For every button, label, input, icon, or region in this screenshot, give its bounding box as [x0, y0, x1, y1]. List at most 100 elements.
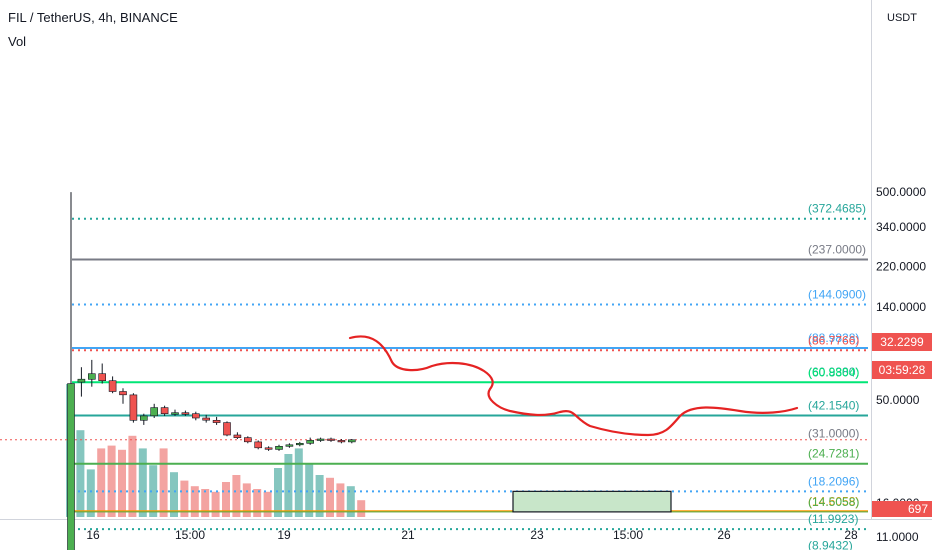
level-label: (14.5058) — [808, 495, 859, 509]
candle — [171, 409, 179, 416]
countdown-tag: 03:59:28 — [872, 361, 932, 379]
candle-body — [347, 439, 356, 443]
candle — [295, 441, 304, 447]
candle — [285, 443, 294, 448]
candle-body — [181, 412, 190, 415]
volume-bars — [66, 384, 366, 517]
candle — [202, 414, 210, 423]
volume-bar — [190, 486, 199, 517]
candle — [264, 446, 273, 451]
level-label: (60.8804) — [808, 365, 859, 379]
candle-body — [88, 373, 96, 380]
level-label: (237.0000) — [808, 243, 866, 257]
time-tick-label: 15:00 — [175, 528, 205, 542]
candle — [192, 411, 200, 421]
level-label: (31.0000) — [808, 426, 859, 440]
volume-bar — [305, 463, 314, 517]
price-tick-label: 140.0000 — [876, 300, 926, 314]
volume-bar — [242, 483, 251, 517]
candle-body — [171, 412, 179, 415]
candle-body — [223, 422, 231, 436]
currency-label[interactable]: USDT — [887, 12, 917, 24]
candle-body — [212, 419, 221, 423]
candle — [233, 432, 242, 439]
projection-path[interactable] — [348, 335, 799, 437]
horizontal-levels[interactable] — [0, 217, 868, 550]
level-label: (24.7281) — [808, 447, 859, 461]
volume-bar — [315, 475, 324, 517]
volume-bar — [336, 483, 345, 517]
candle — [212, 416, 221, 425]
volume-indicator-label[interactable]: Vol — [8, 34, 27, 49]
level-label: (88.9828) — [808, 331, 859, 345]
candle-body — [160, 407, 169, 415]
time-tick-label: 15:00 — [613, 528, 643, 542]
level-label: (60.9380) — [808, 365, 859, 379]
volume-bar — [149, 465, 158, 517]
level-label: (11.9923) — [808, 512, 858, 526]
level-label: (372.4685) — [808, 202, 866, 216]
candle-body — [306, 440, 315, 444]
target-zone-rectangle[interactable] — [512, 490, 672, 513]
volume-bar — [263, 491, 272, 517]
volume-bar — [138, 448, 147, 517]
level-label: (14.6058) — [808, 494, 859, 508]
candle-body — [316, 438, 325, 441]
candle-body — [337, 440, 346, 443]
price-tick-label: 340.0000 — [876, 220, 926, 234]
candle-body — [108, 380, 117, 392]
volume-value-tag: 697 — [872, 501, 932, 517]
time-tick-label: 19 — [277, 528, 291, 542]
candle — [108, 376, 117, 394]
candle — [337, 439, 346, 444]
level-labels: (372.4685)(237.0000)(144.0900)(88.9828)(… — [808, 202, 866, 550]
candle — [254, 440, 262, 450]
candle — [244, 436, 252, 444]
volume-bar — [357, 500, 366, 517]
candle — [98, 363, 106, 384]
candle-body — [192, 413, 200, 419]
candle-body — [98, 373, 106, 382]
candle — [223, 421, 231, 437]
candle — [275, 444, 283, 451]
candle-body — [295, 442, 304, 446]
candle — [181, 410, 190, 416]
time-tick-label: 28 — [844, 528, 858, 542]
candle-body — [244, 437, 252, 443]
candle — [67, 192, 75, 550]
candle-body — [119, 391, 127, 396]
candle-body — [275, 445, 283, 450]
time-tick-label: 26 — [717, 528, 731, 542]
volume-bar — [128, 435, 137, 517]
candle — [347, 439, 356, 444]
candle-body — [233, 434, 242, 439]
price-tick-label: 11.0000 — [876, 530, 919, 544]
volume-bar — [201, 489, 210, 517]
time-axis-panel[interactable] — [0, 520, 932, 550]
level-label: (8.9432) — [808, 539, 853, 550]
volume-bar — [180, 480, 189, 517]
volume-bar — [222, 482, 230, 517]
candle-body — [327, 438, 335, 441]
candle — [316, 437, 325, 442]
candle-body — [129, 394, 138, 421]
level-label: (18.2096) — [808, 474, 859, 488]
level-label: (42.1540) — [808, 399, 859, 413]
volume-bar — [253, 489, 262, 517]
time-tick-label: 23 — [530, 528, 544, 542]
price-candles — [67, 192, 356, 550]
price-scale-panel[interactable] — [872, 0, 932, 520]
candle-body — [140, 415, 148, 421]
candle — [327, 437, 335, 442]
price-tick-label: 500.0000 — [876, 185, 926, 199]
chart-title[interactable]: FIL / TetherUS, 4h, BINANCE — [8, 10, 178, 25]
candle — [119, 388, 127, 404]
candle — [77, 367, 86, 397]
time-tick-label: 16 — [86, 528, 100, 542]
candle-body — [77, 378, 86, 383]
volume-bar — [97, 448, 106, 517]
volume-bar — [159, 448, 168, 517]
price-tick-label: 50.0000 — [876, 393, 920, 407]
